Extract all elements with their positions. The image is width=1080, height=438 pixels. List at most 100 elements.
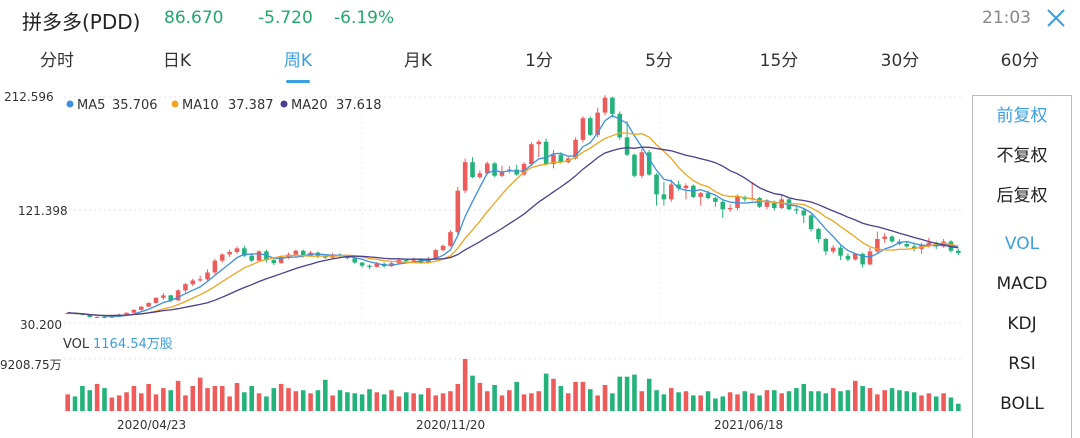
volume-bar: [801, 383, 807, 411]
volume-bar: [639, 391, 645, 411]
volume-bar: [256, 393, 262, 411]
price-axis-mid: 121.398: [18, 204, 68, 218]
candle-body: [440, 245, 446, 251]
candle-body: [668, 184, 674, 200]
tab-daily-k[interactable]: 日K: [162, 51, 192, 71]
tab-weekly-k[interactable]: 周K: [253, 46, 343, 83]
volume-bar: [713, 398, 718, 411]
candle-body: [595, 112, 600, 135]
close-icon[interactable]: [1044, 6, 1068, 30]
candle-body: [426, 259, 431, 263]
candle-body: [580, 118, 586, 140]
volume-bar: [337, 390, 343, 411]
volume-bar: [323, 379, 328, 411]
volume-bar: [830, 388, 836, 411]
volume-bar: [249, 386, 254, 411]
candle-body: [249, 255, 254, 261]
candle-body: [492, 163, 497, 176]
volume-bar: [116, 395, 122, 411]
last-price: 86.670: [164, 8, 224, 28]
x-label-2: 2020/11/20: [416, 418, 485, 432]
volume-bar: [175, 380, 181, 411]
volume-bar: [742, 391, 748, 411]
tab-1min[interactable]: 1分: [525, 51, 553, 71]
volume-bar: [543, 373, 549, 411]
indicator-kdj[interactable]: KDJ: [1007, 314, 1037, 334]
candle-body: [882, 236, 887, 239]
candle-body: [161, 295, 166, 298]
volume-bar: [462, 359, 468, 411]
ma5-legend-dot: [66, 100, 74, 108]
candle-body: [190, 280, 196, 285]
candle-body: [830, 247, 836, 252]
candle-body: [514, 169, 519, 175]
candle-body: [646, 152, 652, 175]
tab-monthly-k[interactable]: 月K: [403, 51, 433, 71]
candle-body: [352, 258, 358, 263]
tab-timeshare[interactable]: 分时: [40, 51, 74, 71]
candle-body: [212, 260, 218, 273]
adjust-none[interactable]: 不复权: [996, 146, 1048, 166]
indicator-macd[interactable]: MACD: [996, 274, 1048, 294]
candle-body: [470, 162, 475, 178]
volume-bar: [109, 397, 115, 411]
volume-bar: [654, 390, 659, 411]
volume-bar: [308, 393, 313, 411]
candle-body: [219, 254, 225, 261]
candle-body: [433, 250, 438, 260]
candle-body: [374, 263, 380, 267]
volume-bar: [698, 395, 703, 411]
tab-5min[interactable]: 5分: [645, 51, 673, 71]
volume-bar: [330, 395, 335, 411]
ma10-legend-name: MA10: [182, 98, 219, 113]
price-axis-max: 212.596: [4, 90, 54, 104]
volume-bar: [889, 388, 895, 411]
volume-bar: [772, 390, 777, 411]
x-label-1: 2020/04/23: [117, 418, 186, 432]
volume-bar: [691, 395, 696, 411]
volume-bar: [705, 391, 711, 411]
candle-body: [359, 262, 365, 266]
vol-legend-name: VOL: [63, 337, 90, 352]
candle-body: [838, 247, 843, 256]
ma10-legend-dot: [171, 100, 179, 108]
candle-body: [300, 250, 306, 256]
candle-body: [124, 312, 129, 315]
volume-bar: [352, 393, 358, 411]
volume-bar: [668, 388, 674, 411]
vol-legend-value: 1164.54万股: [93, 337, 173, 352]
ma20-legend-dot: [280, 100, 288, 108]
indicator-boll[interactable]: BOLL: [1000, 394, 1044, 414]
candle-body: [183, 284, 188, 291]
candle-body: [823, 238, 829, 252]
candle-body: [175, 290, 181, 301]
tab-15min[interactable]: 15分: [759, 51, 799, 71]
ma20-line: [67, 146, 959, 317]
volume-bar: [602, 385, 608, 411]
tab-30min[interactable]: 30分: [880, 51, 920, 71]
indicator-vol[interactable]: VOL: [1004, 234, 1040, 254]
volume-bar: [816, 391, 821, 411]
candle-body: [367, 265, 372, 267]
volume-bar: [359, 394, 365, 411]
candle-body: [654, 174, 659, 195]
volume-bar: [190, 386, 196, 411]
candle-body: [632, 154, 637, 176]
adjust-backward[interactable]: 后复权: [996, 186, 1048, 206]
volume-bar: [433, 395, 438, 411]
volume-bar: [757, 395, 762, 411]
volume-bar: [646, 378, 652, 411]
volume-bar: [227, 396, 232, 411]
candle-body: [536, 141, 542, 145]
volume-bar: [367, 389, 372, 411]
volume-bar: [882, 390, 887, 411]
tab-60min[interactable]: 60分: [1000, 51, 1040, 71]
volume-bar: [956, 403, 961, 411]
kline-chart[interactable]: 212.596 121.398 30.200 MA5 35.706 MA10 3…: [0, 84, 968, 437]
volume-bar: [389, 390, 394, 411]
indicator-rsi[interactable]: RSI: [1008, 354, 1036, 374]
adjust-forward[interactable]: 前复权: [996, 106, 1048, 126]
volume-bar: [286, 388, 291, 411]
candle-body: [146, 302, 151, 307]
candle-body: [153, 297, 159, 303]
